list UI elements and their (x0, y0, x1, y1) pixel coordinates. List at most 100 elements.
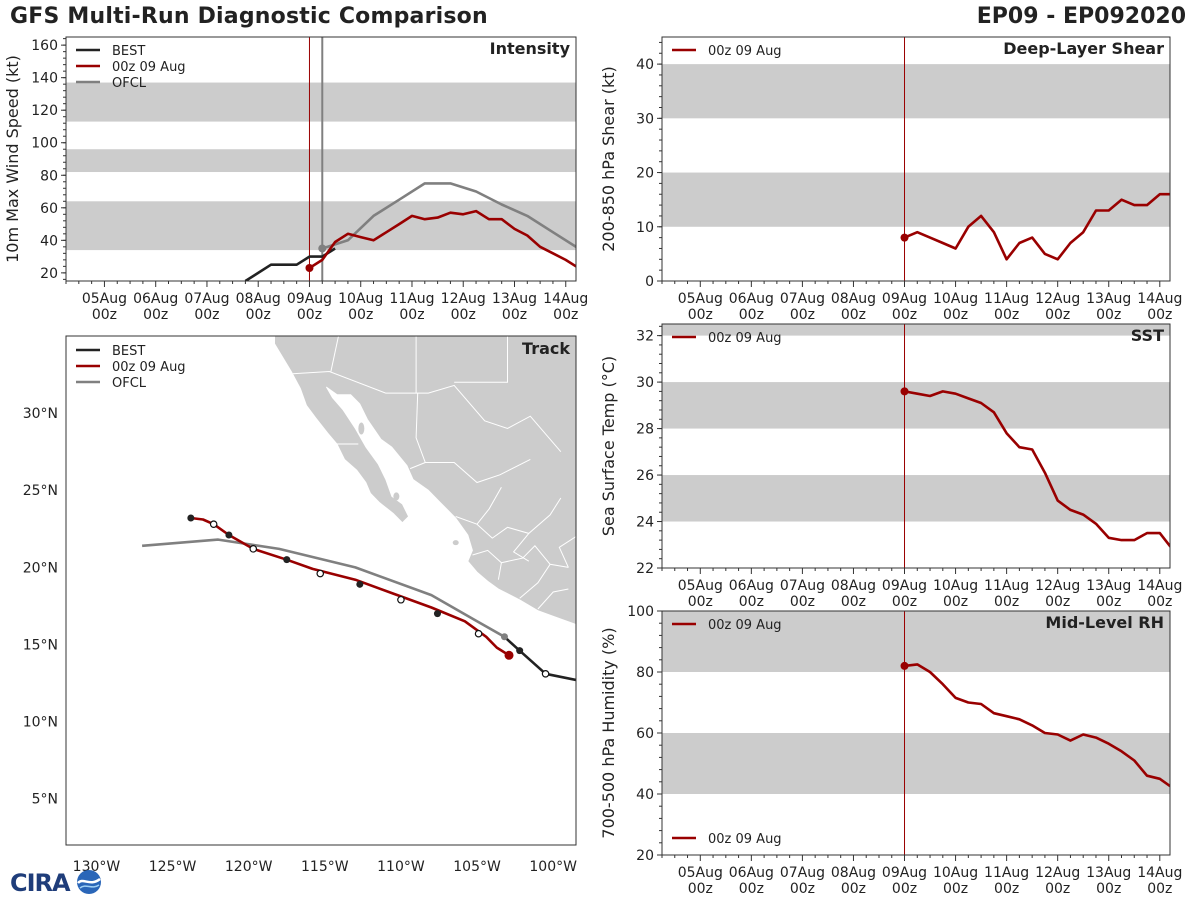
track-line-run (190, 516, 510, 657)
x-tick-label-hour: 00z (688, 594, 713, 610)
x-tick-label-day: 05Aug (678, 291, 723, 307)
series-group (903, 192, 1170, 261)
x-tick-label-hour: 00z (1045, 594, 1070, 610)
island (452, 540, 459, 546)
x-tick-label-hour: 00z (553, 307, 578, 323)
x-tick-label-hour: 00z (739, 307, 764, 323)
x-tick-label-day: 14Aug (543, 291, 588, 307)
y-axis-label: 10m Max Wind Speed (kt) (3, 55, 22, 263)
track-point-filled (500, 633, 508, 641)
init-marker-run (900, 661, 909, 670)
x-tick-label-day: 09Aug (287, 291, 332, 307)
legend-label: BEST (112, 44, 145, 59)
state-border (415, 393, 531, 484)
x-tick-label-day: 06Aug (729, 291, 774, 307)
y-tick-label: 10 (636, 220, 654, 236)
x-tick-label-day: 07Aug (780, 291, 825, 307)
x-tick-label-hour: 00z (143, 307, 168, 323)
y-tick-label: 20 (636, 848, 654, 864)
panel-frame (65, 36, 577, 282)
y-axis-label: 700-500 hPa Humidity (%) (599, 627, 618, 838)
x-tick-label-hour: 00z (994, 307, 1019, 323)
page-title: GFS Multi-Run Diagnostic Comparison (10, 4, 488, 29)
x-tick-label-day: 11Aug (984, 578, 1029, 594)
x-tick-label-hour: 00z (943, 594, 968, 610)
panel-frame (65, 335, 577, 846)
x-tick-label-hour: 00z (688, 307, 713, 323)
legend-label: 00z 09 Aug (708, 44, 782, 59)
x-tick-label-hour: 00z (246, 307, 271, 323)
legend-label-lower: 00z 09 Aug (708, 832, 782, 847)
x-tick-label-hour: 00z (739, 594, 764, 610)
state-border (537, 588, 569, 610)
state-border (454, 336, 508, 383)
x-tick-label-day: 14Aug (1137, 578, 1182, 594)
panel-frame (661, 323, 1171, 569)
track-point-open (541, 669, 550, 678)
state-border (455, 486, 502, 525)
x-tick-label-hour: 00z (399, 307, 424, 323)
x-tick-label-day: 14Aug (1137, 291, 1182, 307)
init-marker-ofcl (318, 244, 327, 253)
x-tick-label-hour: 00z (994, 594, 1019, 610)
shaded-band-1 (66, 149, 576, 173)
series-line-run (308, 209, 576, 270)
lon-tick-label: 120°W (225, 859, 273, 875)
x-tick-label-hour: 00z (790, 881, 815, 897)
y-tick-label: 24 (636, 515, 654, 531)
map-layer (141, 336, 576, 682)
shaded-band-1 (662, 611, 1170, 672)
shaded-band-0 (662, 733, 1170, 794)
track-line-ofcl (141, 538, 506, 638)
track-point-open (474, 629, 483, 638)
x-tick-label-hour: 00z (297, 307, 322, 323)
track-point-filled (225, 531, 233, 539)
legend-label: BEST (112, 344, 145, 359)
track-point-filled (516, 647, 524, 655)
y-tick-label: 160 (31, 38, 58, 54)
shaded-band-0 (662, 172, 1170, 227)
globe-icon (77, 870, 101, 894)
y-tick-label: 40 (636, 57, 654, 73)
x-tick-label-hour: 00z (841, 307, 866, 323)
lon-tick-label: 100°W (529, 859, 577, 875)
series-line-run (903, 192, 1170, 261)
x-tick-label-hour: 00z (92, 307, 117, 323)
track-point-open (209, 520, 218, 528)
x-tick-label-day: 12Aug (441, 291, 486, 307)
x-tick-label-day: 05Aug (678, 578, 723, 594)
series-line-run (904, 390, 1170, 549)
state-border (472, 549, 502, 580)
series-group (904, 390, 1170, 549)
x-tick-label-hour: 00z (1147, 881, 1172, 897)
track-point-filled (283, 556, 291, 564)
track-point-open (397, 595, 405, 604)
y-tick-label: 40 (636, 787, 654, 803)
legend-label: OFCL (112, 376, 147, 391)
x-tick-label-day: 06Aug (729, 865, 774, 881)
x-tick-label-hour: 00z (790, 307, 815, 323)
shaded-band-0 (662, 475, 1170, 522)
x-tick-label-day: 10Aug (933, 578, 978, 594)
lat-tick-label: 5°N (32, 792, 58, 808)
panel-title: Intensity (490, 39, 571, 58)
shaded-band-2 (66, 82, 576, 122)
x-tick-label-hour: 00z (892, 881, 917, 897)
x-tick-label-day: 08Aug (236, 291, 281, 307)
island (358, 422, 365, 435)
y-tick-label: 80 (40, 168, 58, 184)
panel-track: 130°W 125°W 120°W 115°W 110°W 105°W 100°W5°N10… (23, 335, 577, 875)
series-group (904, 663, 1170, 788)
panel-frame (661, 36, 1171, 282)
lon-tick-label: 105°W (453, 859, 501, 875)
legend-label: 00z 09 Aug (112, 360, 186, 375)
y-tick-label: 32 (636, 329, 654, 345)
track-line-best (503, 635, 576, 682)
series-line-run (904, 663, 1170, 788)
x-tick-label-day: 14Aug (1137, 865, 1182, 881)
land-mexico-us (274, 336, 576, 625)
y-tick-label: 40 (40, 233, 58, 249)
x-tick-label-day: 07Aug (780, 578, 825, 594)
init-marker-run (900, 233, 909, 242)
legend-label: OFCL (112, 76, 147, 91)
